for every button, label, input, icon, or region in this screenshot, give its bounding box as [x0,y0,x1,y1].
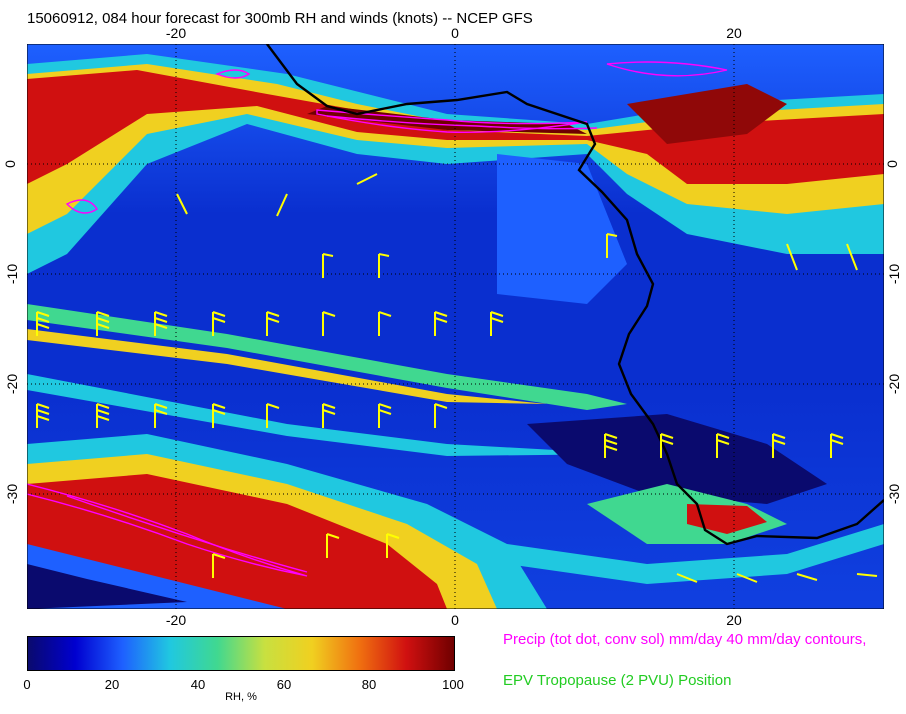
top-tick-label: 20 [726,25,742,41]
colorbar-tick-label: 60 [276,677,292,692]
right-tick-label: 0 [883,160,900,168]
colorbar-tick-label: 40 [190,677,206,692]
rh-colorbar [27,636,455,671]
bottom-tick-label: 20 [726,612,742,628]
epv-legend: EPV Tropopause (2 PVU) Position [503,672,732,689]
colorbar-tick-label: 20 [104,677,120,692]
coastline [266,44,884,546]
left-tick-label: 0 [1,160,18,168]
bottom-tick-label: 0 [451,612,459,628]
wind-barbs [36,173,878,583]
top-tick-label: -20 [165,25,187,41]
right-tick-label: -10 [886,263,903,285]
gridlines [27,44,884,609]
rh-field [27,54,884,609]
right-tick-label: -20 [886,373,903,395]
colorbar-tick-label: 0 [23,677,31,692]
chart-title: 15060912, 084 hour forecast for 300mb RH… [27,10,533,27]
top-tick-label: 0 [451,25,459,41]
colorbar-tick-label: 80 [361,677,377,692]
bottom-tick-label: -20 [165,612,187,628]
precip-contours [27,61,728,577]
left-tick-label: -10 [4,263,21,285]
left-tick-label: -30 [4,483,21,505]
colorbar-title: RH, % [225,691,257,703]
colorbar-tick-label: 100 [442,677,464,692]
rh-wind-map [27,44,884,609]
precip-legend: Precip (tot dot, conv sol) mm/day 40 mm/… [503,631,867,648]
left-tick-label: -20 [4,373,21,395]
right-tick-label: -30 [886,483,903,505]
